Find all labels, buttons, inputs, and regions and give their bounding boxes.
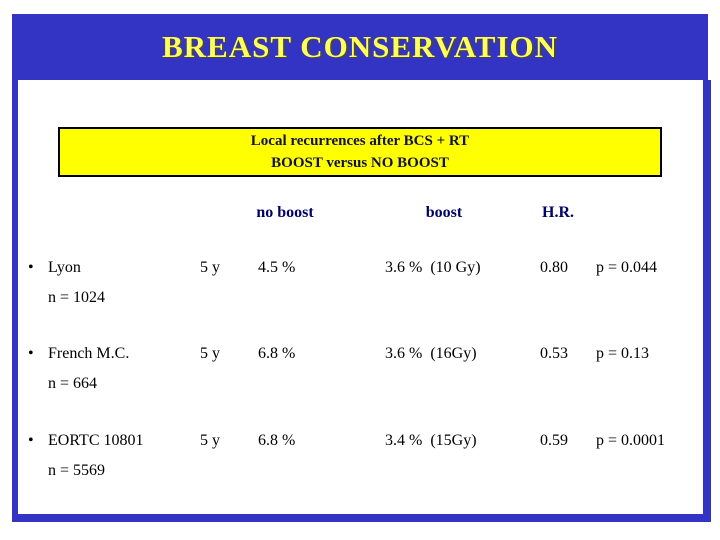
bullet-icon: • bbox=[28, 259, 34, 276]
study-n: n = 1024 bbox=[48, 289, 106, 306]
boost-value: 3.4 % (15Gy) bbox=[385, 432, 477, 449]
study-n: n = 664 bbox=[48, 375, 98, 392]
hr-value: 0.53 bbox=[540, 345, 568, 362]
followup-value: 5 y bbox=[200, 432, 220, 449]
table-row-french-mc: • French M.C. n = 664 5 y 6.8 % 3.6 % (1… bbox=[0, 345, 720, 405]
p-value: p = 0.044 bbox=[596, 259, 658, 276]
slide-title: BREAST CONSERVATION bbox=[161, 29, 559, 64]
banner-line-1: Local recurrences after BCS + RT bbox=[250, 133, 470, 149]
p-value: p = 0.13 bbox=[596, 345, 650, 362]
study-name: Lyon bbox=[48, 259, 81, 276]
study-n: n = 5569 bbox=[48, 462, 106, 479]
hr-value: 0.59 bbox=[540, 432, 568, 449]
boost-value: 3.6 % (16Gy) bbox=[385, 345, 477, 362]
banner-line-2: BOOST versus NO BOOST bbox=[271, 155, 449, 171]
table-row-eortc: • EORTC 10801 n = 5569 5 y 6.8 % 3.4 % (… bbox=[0, 432, 720, 492]
no-boost-value: 4.5 % bbox=[258, 259, 296, 276]
followup-value: 5 y bbox=[200, 345, 220, 362]
column-header-no-boost: no boost bbox=[256, 204, 314, 221]
table-row-lyon: • Lyon n = 1024 5 y 4.5 % 3.6 % (10 Gy) … bbox=[0, 259, 720, 319]
subtitle-banner: Local recurrences after BCS + RT BOOST v… bbox=[58, 127, 662, 177]
column-header-boost: boost bbox=[425, 204, 463, 221]
study-name: French M.C. bbox=[48, 345, 130, 362]
hr-value: 0.80 bbox=[540, 259, 568, 276]
slide-title-bar: BREAST CONSERVATION bbox=[12, 14, 708, 80]
bullet-icon: • bbox=[28, 345, 34, 362]
p-value: p = 0.0001 bbox=[596, 432, 666, 449]
no-boost-value: 6.8 % bbox=[258, 432, 296, 449]
followup-value: 5 y bbox=[200, 259, 220, 276]
boost-value: 3.6 % (10 Gy) bbox=[385, 259, 481, 276]
study-name: EORTC 10801 bbox=[48, 432, 144, 449]
bullet-icon: • bbox=[28, 432, 34, 449]
column-header-hr: H.R. bbox=[542, 204, 574, 221]
no-boost-value: 6.8 % bbox=[258, 345, 296, 362]
